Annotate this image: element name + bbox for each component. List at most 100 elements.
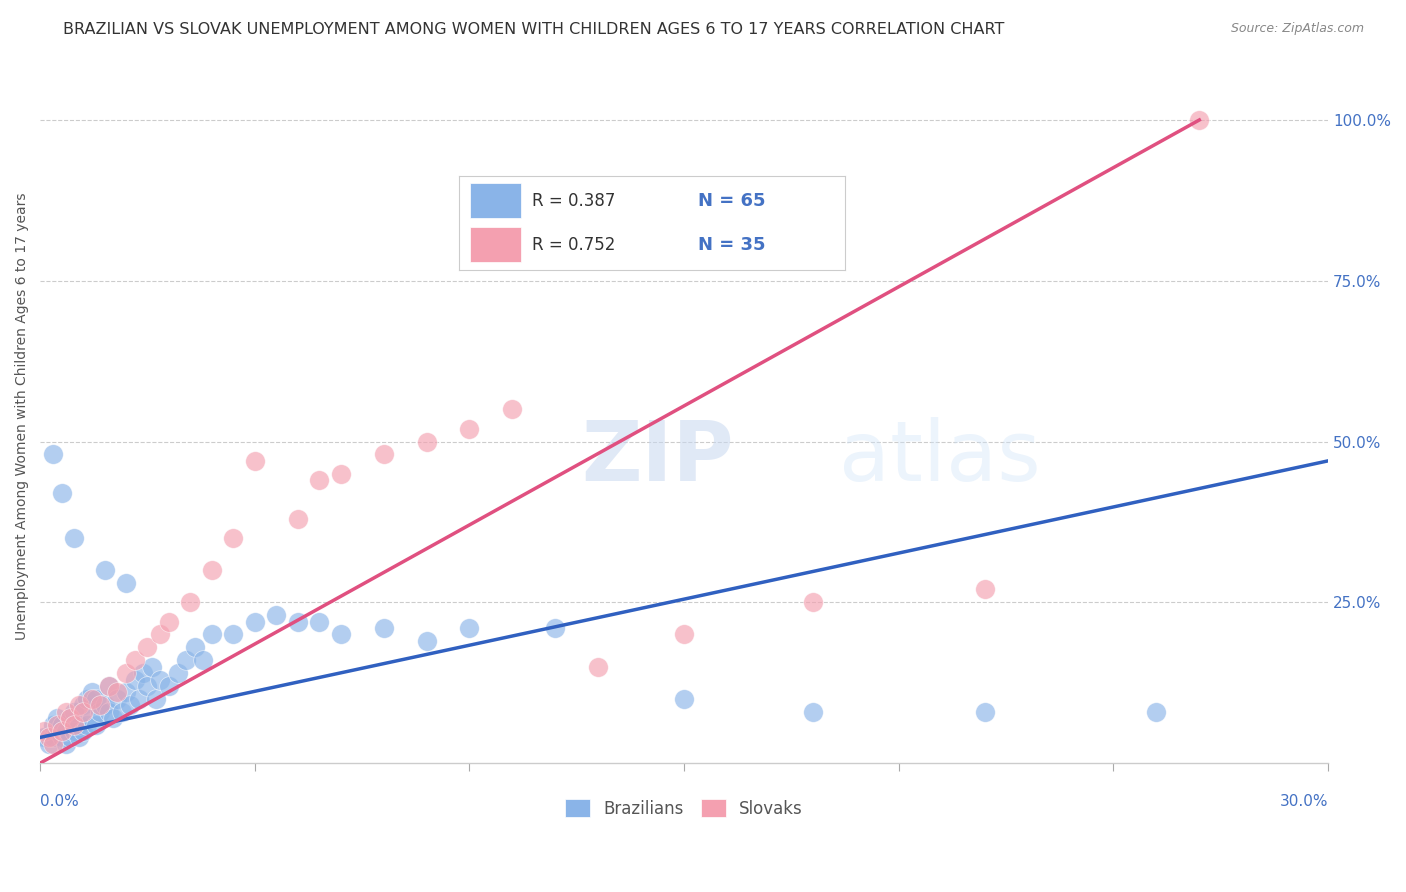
Point xyxy=(84,717,107,731)
Text: atlas: atlas xyxy=(839,417,1040,498)
Point xyxy=(42,731,65,745)
Point xyxy=(157,615,180,629)
Point xyxy=(141,659,163,673)
Point xyxy=(89,698,111,713)
Point xyxy=(415,634,437,648)
Text: 0.0%: 0.0% xyxy=(41,794,79,809)
Point xyxy=(38,731,60,745)
Point xyxy=(97,705,120,719)
Point xyxy=(973,582,995,597)
Point xyxy=(222,627,245,641)
Point xyxy=(76,717,98,731)
Point xyxy=(55,737,77,751)
Point xyxy=(80,691,103,706)
Point xyxy=(329,627,352,641)
Point xyxy=(1188,112,1211,127)
Point xyxy=(115,666,138,681)
Point xyxy=(105,691,128,706)
Point xyxy=(287,615,309,629)
Point xyxy=(149,627,172,641)
Point xyxy=(136,640,159,655)
Point xyxy=(80,711,103,725)
Point xyxy=(415,434,437,449)
Point xyxy=(51,717,73,731)
Point xyxy=(308,615,330,629)
Point xyxy=(51,486,73,500)
Point xyxy=(673,691,696,706)
Point xyxy=(84,691,107,706)
Point xyxy=(183,640,205,655)
Point xyxy=(264,608,287,623)
Text: BRAZILIAN VS SLOVAK UNEMPLOYMENT AMONG WOMEN WITH CHILDREN AGES 6 TO 17 YEARS CO: BRAZILIAN VS SLOVAK UNEMPLOYMENT AMONG W… xyxy=(63,22,1005,37)
Point xyxy=(120,698,142,713)
Point xyxy=(93,698,115,713)
Point xyxy=(201,563,224,577)
Y-axis label: Unemployment Among Women with Children Ages 6 to 17 years: Unemployment Among Women with Children A… xyxy=(15,192,30,640)
Text: Source: ZipAtlas.com: Source: ZipAtlas.com xyxy=(1230,22,1364,36)
Point xyxy=(72,723,94,738)
Text: ZIP: ZIP xyxy=(581,417,734,498)
Point xyxy=(34,723,56,738)
Point xyxy=(801,705,824,719)
Point xyxy=(76,691,98,706)
Point xyxy=(51,723,73,738)
Point xyxy=(544,621,567,635)
Point xyxy=(973,705,995,719)
Point xyxy=(373,621,395,635)
Point xyxy=(63,531,86,545)
Point xyxy=(42,447,65,461)
Point xyxy=(105,685,128,699)
Point xyxy=(51,731,73,745)
Point xyxy=(243,615,266,629)
Point xyxy=(458,621,481,635)
Point xyxy=(128,691,150,706)
Point xyxy=(97,679,120,693)
Point xyxy=(89,705,111,719)
Point xyxy=(115,576,138,591)
Point xyxy=(115,685,138,699)
Point xyxy=(72,698,94,713)
Point xyxy=(149,673,172,687)
Point xyxy=(55,723,77,738)
Point xyxy=(59,711,82,725)
Point xyxy=(1144,705,1167,719)
Point xyxy=(59,711,82,725)
Point xyxy=(63,723,86,738)
Point xyxy=(124,653,146,667)
Point xyxy=(179,595,201,609)
Point xyxy=(34,731,56,745)
Point xyxy=(63,717,86,731)
Point xyxy=(97,679,120,693)
Point xyxy=(72,705,94,719)
Point xyxy=(501,402,523,417)
Point xyxy=(67,717,90,731)
Point xyxy=(329,467,352,481)
Point xyxy=(166,666,188,681)
Point xyxy=(287,512,309,526)
Point xyxy=(308,473,330,487)
Point xyxy=(38,737,60,751)
Point xyxy=(67,731,90,745)
Point xyxy=(458,422,481,436)
Point xyxy=(55,705,77,719)
Point xyxy=(132,666,155,681)
Point xyxy=(222,531,245,545)
Point xyxy=(111,705,134,719)
Point xyxy=(136,679,159,693)
Point xyxy=(42,717,65,731)
Point xyxy=(201,627,224,641)
Point xyxy=(673,627,696,641)
Point xyxy=(101,711,124,725)
Point xyxy=(67,698,90,713)
Legend: Brazilians, Slovaks: Brazilians, Slovaks xyxy=(558,793,810,824)
Point xyxy=(193,653,215,667)
Point xyxy=(59,731,82,745)
Point xyxy=(243,454,266,468)
Point xyxy=(157,679,180,693)
Point xyxy=(63,705,86,719)
Point xyxy=(42,737,65,751)
Text: 30.0%: 30.0% xyxy=(1279,794,1329,809)
Point xyxy=(46,723,69,738)
Point xyxy=(174,653,197,667)
Point xyxy=(80,685,103,699)
